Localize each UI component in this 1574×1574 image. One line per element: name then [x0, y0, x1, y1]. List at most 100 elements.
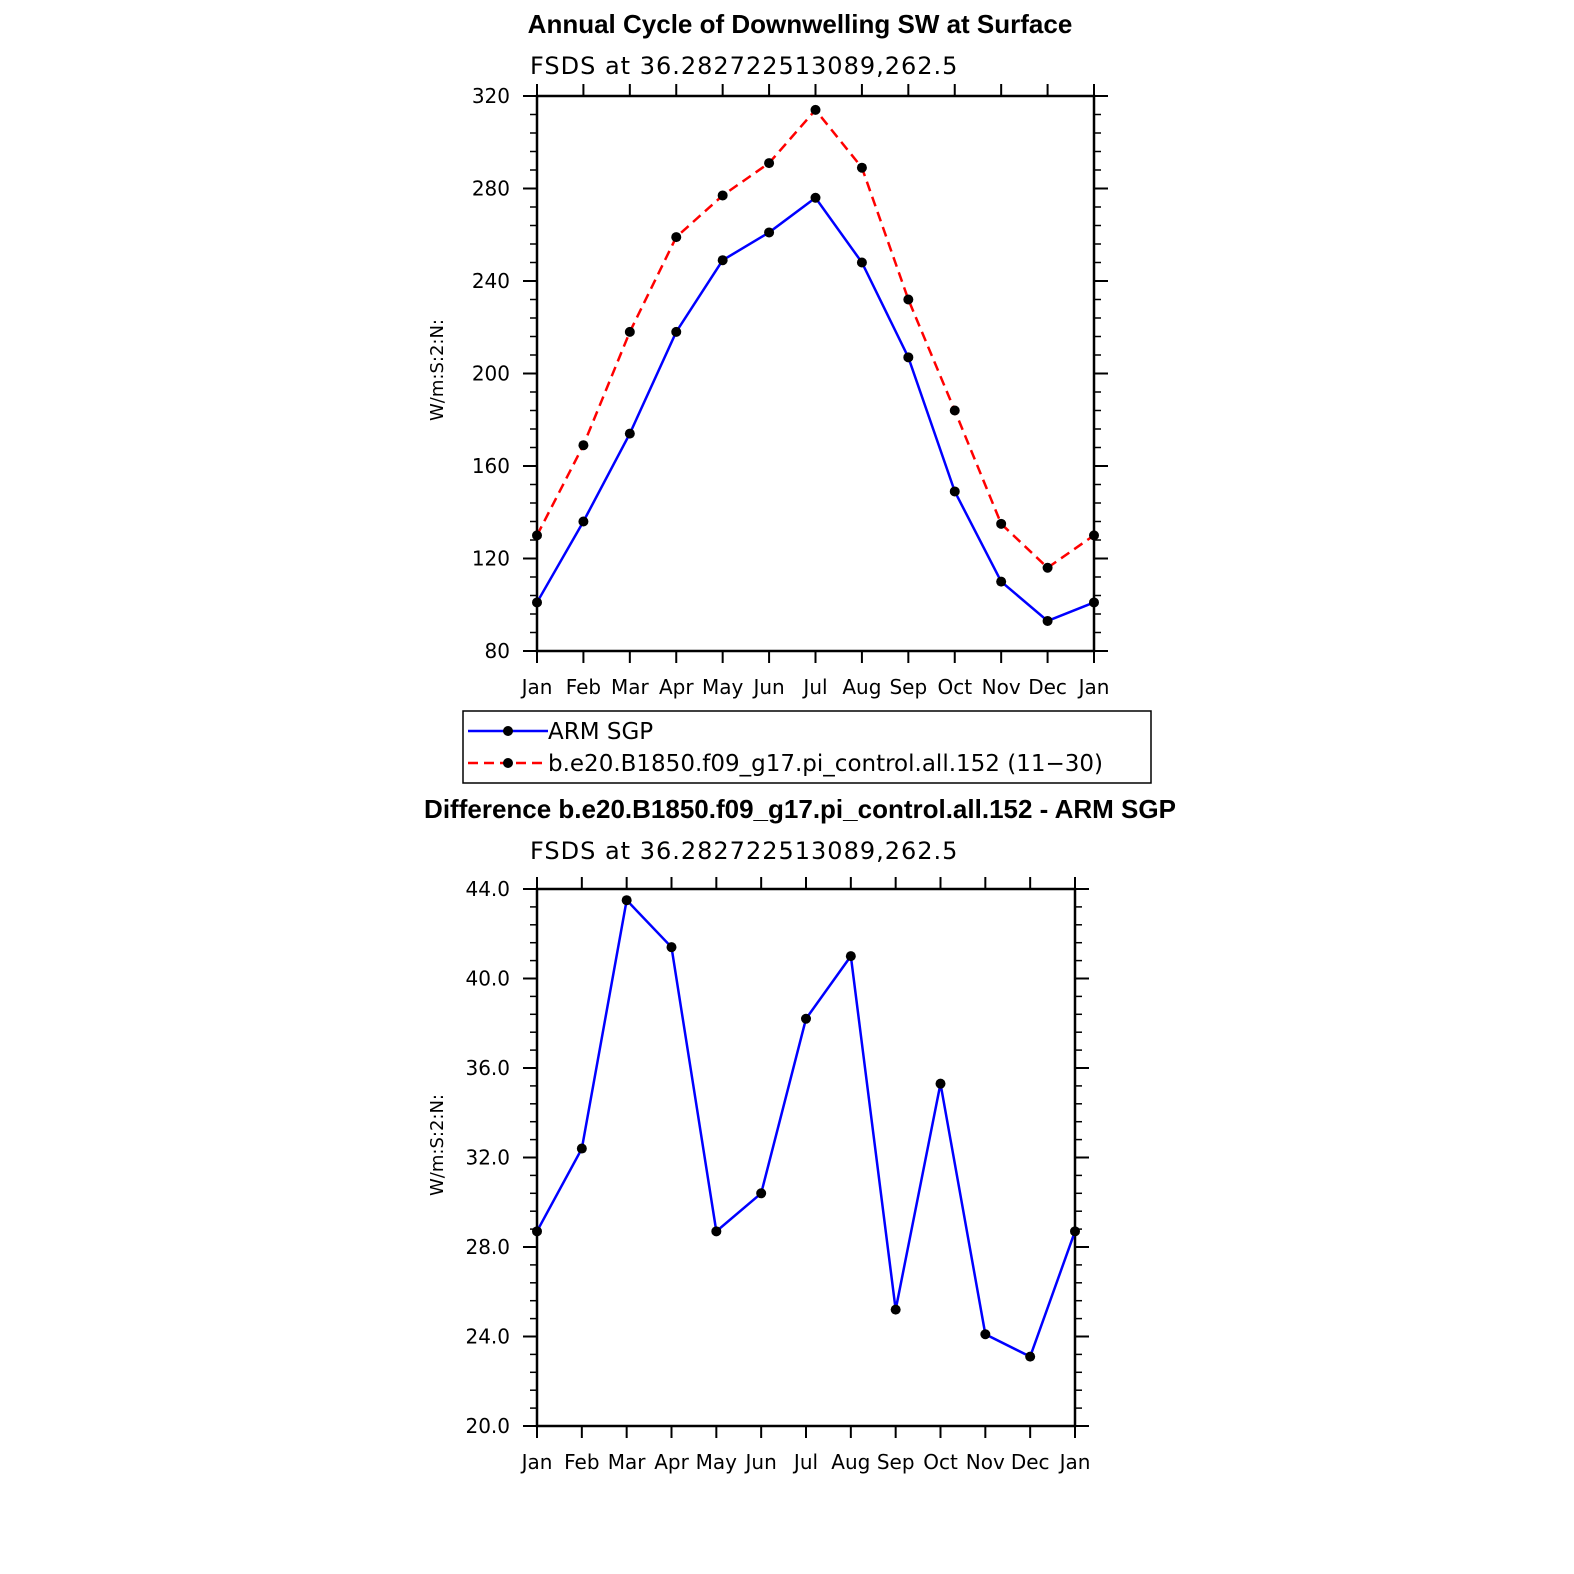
chart1-series-1-point — [624, 326, 635, 337]
chart1-series-0-point — [1042, 615, 1053, 626]
chart2-x-tick-label: Jun — [744, 1450, 777, 1474]
chart1-series-1-point — [1042, 562, 1053, 573]
chart1-series-1-point — [996, 518, 1007, 529]
chart2-series-0-point — [935, 1078, 946, 1089]
chart1-series-1-point — [903, 294, 914, 305]
chart2-series-0-point — [890, 1304, 901, 1315]
chart1-x-tick-label: Aug — [842, 675, 881, 699]
chart1-legend: ARM SGP b.e20.B1850.f09_g17.pi_control.a… — [462, 710, 1152, 784]
chart1-x-tick-label: Jan — [520, 675, 553, 699]
chart1-series-line-0 — [535, 195, 1095, 623]
chart1-series-1-point — [856, 162, 867, 173]
annual-cycle-chart: Annual Cycle of Downwelling SW at Surfac… — [427, 9, 1109, 699]
difference-chart: Difference b.e20.B1850.f09_g17.pi_contro… — [424, 794, 1176, 1474]
chart1-series-0-point — [1089, 597, 1099, 608]
chart1-x-tick-label: Feb — [566, 675, 601, 699]
chart2-x-tick-label: Sep — [877, 1450, 915, 1474]
chart2-y-tick-label: 20.0 — [465, 1414, 510, 1438]
chart1-series-0-point — [717, 255, 728, 266]
chart2-y-tick-label: 32.0 — [465, 1146, 510, 1170]
chart2-y-tick-label: 28.0 — [465, 1235, 510, 1259]
chart1-series-0-point — [949, 486, 960, 497]
chart2-series-0-point — [576, 1143, 587, 1154]
chart1-series-1-point — [532, 530, 542, 541]
chart1-y-tick-label: 200 — [472, 362, 510, 386]
chart1-x-tick-label: Oct — [937, 675, 972, 699]
chart1-x-tick-label: Jun — [751, 675, 784, 699]
chart1-series-0-point — [671, 326, 682, 337]
chart2-series-0-point — [1025, 1351, 1036, 1362]
chart1-y-tick-label: 320 — [472, 84, 510, 108]
chart2-x-tick-label: Jan — [1058, 1450, 1091, 1474]
chart2-plot-frame — [535, 887, 1077, 1428]
chart1-series-0-point — [532, 597, 542, 608]
chart2-series-0-point — [756, 1188, 767, 1199]
chart1-y-tick-label: 240 — [472, 269, 510, 293]
chart1-x-tick-label: Dec — [1028, 675, 1067, 699]
chart1-y-tick-label: 160 — [472, 454, 510, 478]
chart2-y-tick-label: 44.0 — [465, 877, 510, 901]
chart2-series-0-point — [980, 1329, 991, 1340]
chart1-series-1-point — [1089, 530, 1099, 541]
legend-entry-arm-sgp: ARM SGP — [468, 719, 653, 745]
chart2-x-tick-label: Dec — [1011, 1450, 1050, 1474]
chart1-x-tick-label: Mar — [611, 675, 650, 699]
chart1-subtitle: FSDS at 36.282722513089,262.5 — [530, 52, 958, 80]
chart2-x-tick-label: Feb — [564, 1450, 599, 1474]
chart2-series-0-point — [666, 942, 677, 953]
chart1-series-0-point — [624, 428, 635, 439]
legend-entry-model: b.e20.B1850.f09_g17.pi_control.all.152 (… — [468, 751, 1103, 777]
chart2-series-0-point — [532, 1226, 542, 1237]
chart1-series-0-point — [903, 352, 914, 363]
chart1-series-0-point — [764, 227, 775, 238]
chart1-series-0-point — [810, 192, 821, 203]
chart1-series-0-point — [578, 516, 589, 527]
chart1-x-tick-label: Apr — [659, 675, 694, 699]
chart1-series-0-point — [856, 257, 867, 268]
chart1-x-tick-label: Jan — [1077, 675, 1110, 699]
chart1-series-1-point — [949, 405, 960, 416]
chart2-series-0-point — [711, 1226, 722, 1237]
chart1-series-line-1 — [535, 107, 1095, 570]
chart1-series-1-point — [717, 190, 728, 201]
chart1-y-axis-label: W/m:S:2:N: — [427, 319, 448, 421]
chart2-y-tick-label: 40.0 — [465, 967, 510, 991]
chart1-series-1-point — [764, 158, 775, 169]
chart1-x-tick-label: Nov — [982, 675, 1021, 699]
chart1-series-1-point — [671, 232, 682, 243]
chart2-x-tick-label: May — [696, 1450, 738, 1474]
chart1-series-1-point — [810, 104, 821, 115]
chart1-y-tick-label: 120 — [472, 547, 510, 571]
chart2-x-tick-label: Jan — [520, 1450, 553, 1474]
chart2-subtitle: FSDS at 36.282722513089,262.5 — [530, 837, 958, 865]
legend-marker-arm-sgp — [503, 726, 513, 736]
chart2-x-tick-label: Aug — [831, 1450, 870, 1474]
chart2-y-tick-label: 36.0 — [465, 1056, 510, 1080]
chart2-series-0-point — [621, 895, 632, 906]
chart2-x-tick-label: Mar — [608, 1450, 647, 1474]
chart2-y-axis-label: W/m:S:2:N: — [427, 1094, 448, 1196]
chart1-y-tick-label: 80 — [485, 639, 510, 663]
chart2-x-tick-label: Apr — [654, 1450, 689, 1474]
chart1-y-tick-label: 280 — [472, 177, 510, 201]
chart2-series-line-0 — [535, 897, 1077, 1359]
chart1-series-1-point — [578, 440, 589, 451]
chart2-series-0-point — [1070, 1226, 1080, 1237]
chart1-plot-frame — [535, 94, 1096, 653]
chart1-x-tick-label: May — [702, 675, 744, 699]
chart2-x-tick-label: Nov — [966, 1450, 1005, 1474]
chart1-x-tick-label: Jul — [801, 675, 827, 699]
chart2-title: Difference b.e20.B1850.f09_g17.pi_contro… — [424, 794, 1176, 824]
chart2-x-tick-label: Oct — [923, 1450, 958, 1474]
chart2-y-tick-label: 24.0 — [465, 1325, 510, 1349]
legend-label-model: b.e20.B1850.f09_g17.pi_control.all.152 (… — [548, 751, 1103, 777]
chart1-title: Annual Cycle of Downwelling SW at Surfac… — [528, 9, 1073, 39]
chart2-series-0-point — [845, 951, 856, 962]
chart1-x-tick-label: Sep — [889, 675, 927, 699]
chart2-x-tick-label: Jul — [792, 1450, 818, 1474]
legend-label-arm-sgp: ARM SGP — [548, 719, 653, 745]
legend-marker-model — [503, 758, 513, 768]
legend-box — [462, 710, 1152, 784]
chart2-series-0-point — [801, 1013, 811, 1024]
